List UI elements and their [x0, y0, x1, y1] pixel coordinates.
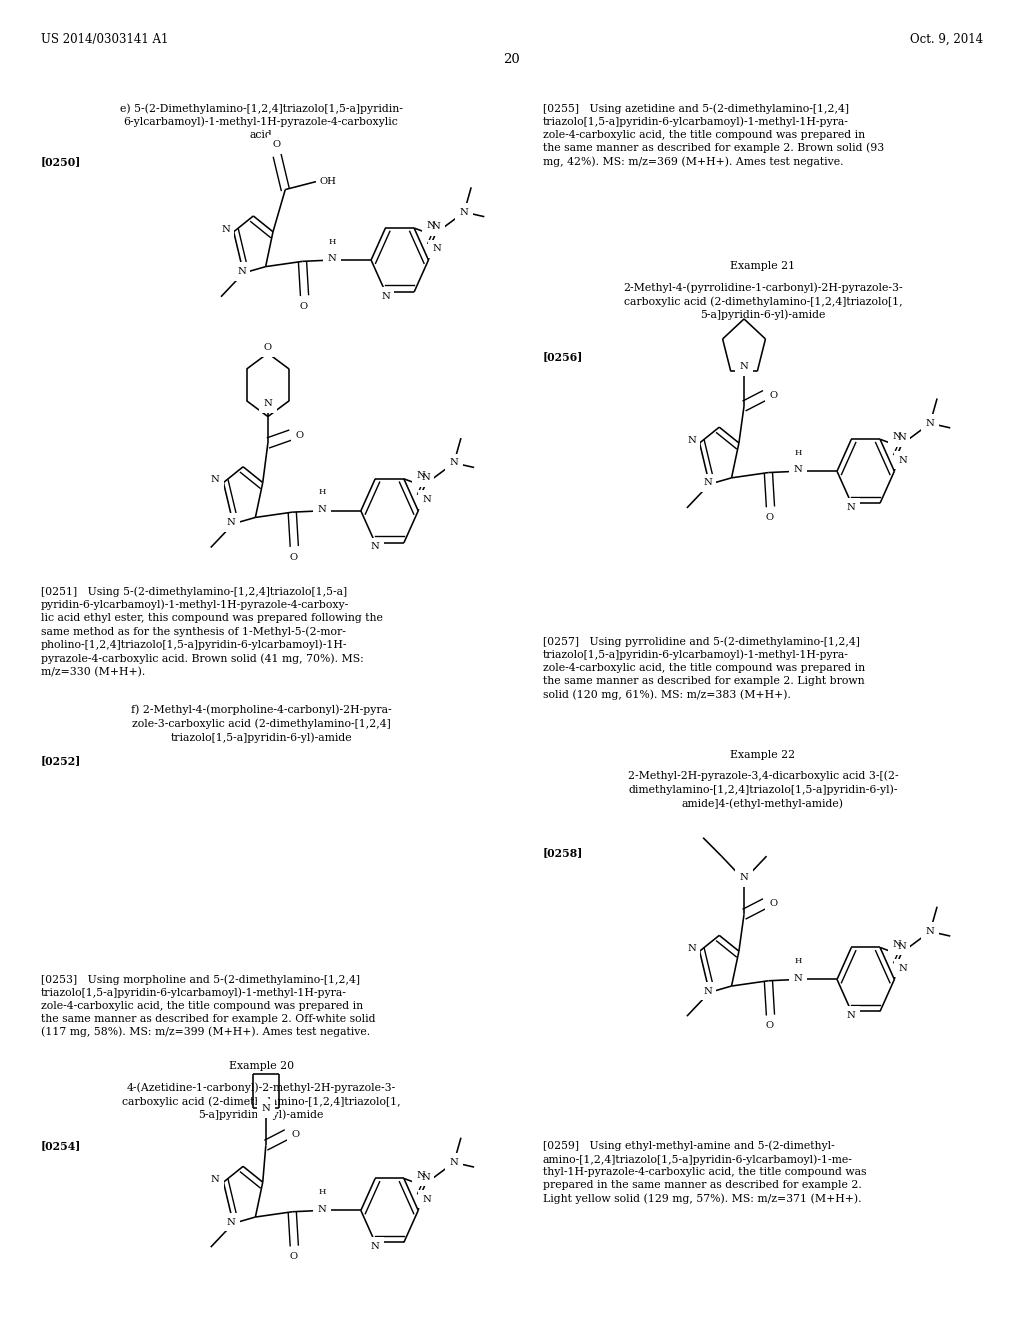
Bar [222, 513, 240, 532]
Text: Example 20: Example 20 [228, 1061, 294, 1072]
Bar [428, 240, 445, 259]
Text: N: N [431, 222, 440, 231]
Bar [259, 395, 276, 413]
Text: N: N [926, 418, 935, 428]
Text: N: N [739, 362, 749, 371]
Text: N: N [422, 495, 431, 504]
Bar [314, 1185, 329, 1199]
Text: [0254]: [0254] [41, 1140, 81, 1151]
Text: f) 2-Methyl-4-(morpholine-4-carbonyl)-2H-pyra-
zole-3-carboxylic acid (2-dimethy: f) 2-Methyl-4-(morpholine-4-carbonyl)-2H… [131, 705, 391, 743]
Text: O: O [264, 343, 272, 352]
Text: N: N [898, 455, 907, 465]
Bar [894, 451, 911, 470]
Text: N: N [416, 1171, 425, 1180]
Text: [0253]   Using morpholine and 5-(2-dimethylamino-[1,2,4]
triazolo[1,5-a]pyridin-: [0253] Using morpholine and 5-(2-dimethy… [41, 974, 376, 1038]
Bar [316, 173, 341, 191]
Text: N: N [421, 1172, 430, 1181]
Text: O: O [770, 899, 778, 908]
Text: Example 22: Example 22 [730, 750, 796, 760]
Bar [313, 500, 331, 519]
Bar [422, 216, 439, 235]
Text: N: N [263, 399, 272, 408]
Text: O: O [289, 1253, 297, 1261]
Text: [0255]   Using azetidine and 5-(2-dimethylamino-[1,2,4]
triazolo[1,5-a]pyridin-6: [0255] Using azetidine and 5-(2-dimethyl… [543, 103, 884, 168]
Text: [0259]   Using ethyl-methyl-amine and 5-(2-dimethyl-
amino-[1,2,4]triazolo[1,5-a: [0259] Using ethyl-methyl-amine and 5-(2… [543, 1140, 866, 1204]
Bar [367, 1237, 384, 1255]
Text: N: N [687, 944, 695, 953]
Text: O: O [299, 302, 307, 310]
Text: O: O [292, 1130, 300, 1139]
Bar [207, 471, 224, 490]
Bar [324, 249, 341, 268]
Text: N: N [739, 873, 749, 882]
Bar [888, 936, 905, 954]
Text: N: N [371, 1242, 380, 1251]
Bar [418, 491, 435, 510]
Bar [922, 923, 939, 941]
Text: N: N [892, 940, 901, 949]
Text: N: N [317, 506, 327, 513]
Bar [790, 969, 807, 987]
Text: OH: OH [319, 177, 337, 186]
Text: 4-(Azetidine-1-carbonyl)-2-methyl-2H-pyrazole-3-
carboxylic acid (2-dimethylamin: 4-(Azetidine-1-carbonyl)-2-methyl-2H-pyr… [122, 1082, 400, 1121]
Text: O: O [765, 513, 773, 521]
Bar [698, 474, 716, 492]
Text: N: N [460, 207, 469, 216]
Bar [367, 537, 384, 556]
Bar [735, 358, 753, 376]
Bar [765, 387, 782, 405]
Bar [412, 1167, 429, 1185]
Text: N: N [450, 1158, 459, 1167]
Text: N: N [847, 503, 856, 512]
Text: N: N [211, 1175, 219, 1184]
Bar [445, 454, 463, 473]
Text: N: N [687, 436, 695, 445]
Text: [0252]: [0252] [41, 755, 81, 766]
Text: N: N [422, 1195, 431, 1204]
Text: N: N [227, 517, 236, 527]
Text: [0256]: [0256] [543, 351, 583, 362]
Text: [0251]   Using 5-(2-dimethylamino-[1,2,4]triazolo[1,5-a]
pyridin-6-ylcarbamoyl)-: [0251] Using 5-(2-dimethylamino-[1,2,4]t… [41, 586, 383, 677]
Bar [791, 445, 805, 459]
Bar [893, 429, 910, 447]
Text: e) 5-(2-Dimethylamino-[1,2,4]triazolo[1,5-a]pyridin-
6-ylcarbamoyl)-1-methyl-1H-: e) 5-(2-Dimethylamino-[1,2,4]triazolo[1,… [120, 103, 402, 140]
Bar [418, 1191, 435, 1209]
Text: O: O [770, 391, 778, 400]
Bar [888, 428, 905, 446]
Bar [761, 508, 778, 527]
Bar [843, 498, 860, 516]
Text: 2-Methyl-4-(pyrrolidine-1-carbonyl)-2H-pyrazole-3-
carboxylic acid (2-dimethylam: 2-Methyl-4-(pyrrolidine-1-carbonyl)-2H-p… [623, 282, 903, 321]
Text: N: N [416, 471, 425, 480]
Bar [765, 895, 782, 913]
Text: N: N [261, 1104, 270, 1113]
Bar [843, 1006, 860, 1024]
Bar [445, 1154, 463, 1172]
Text: N: N [371, 543, 380, 552]
Text: N: N [794, 974, 803, 982]
Text: H: H [795, 449, 802, 457]
Text: Oct. 9, 2014: Oct. 9, 2014 [910, 33, 983, 46]
Text: H: H [329, 238, 336, 246]
Bar [377, 286, 394, 305]
Text: N: N [426, 220, 435, 230]
Text: N: N [703, 478, 712, 487]
Bar [412, 467, 429, 486]
Text: N: N [898, 964, 907, 973]
Bar [207, 1171, 224, 1189]
Text: N: N [432, 244, 441, 253]
Bar [790, 461, 807, 479]
Bar [217, 220, 234, 239]
Text: 2-Methyl-2H-pyrazole-3,4-dicarboxylic acid 3-[(2-
dimethylamino-[1,2,4]triazolo[: 2-Methyl-2H-pyrazole-3,4-dicarboxylic ac… [628, 771, 898, 809]
Text: Example 21: Example 21 [730, 261, 796, 272]
Bar [285, 1247, 302, 1266]
Bar [314, 484, 329, 499]
Text: [0257]   Using pyrrolidine and 5-(2-dimethylamino-[1,2,4]
triazolo[1,5-a]pyridin: [0257] Using pyrrolidine and 5-(2-dimeth… [543, 636, 865, 700]
Text: N: N [227, 1217, 236, 1226]
Text: H: H [318, 488, 326, 496]
Text: N: N [926, 927, 935, 936]
Bar [456, 203, 473, 222]
Text: H: H [318, 1188, 326, 1196]
Text: N: N [238, 267, 246, 276]
Text: N: N [847, 1011, 856, 1020]
Text: N: N [450, 458, 459, 467]
